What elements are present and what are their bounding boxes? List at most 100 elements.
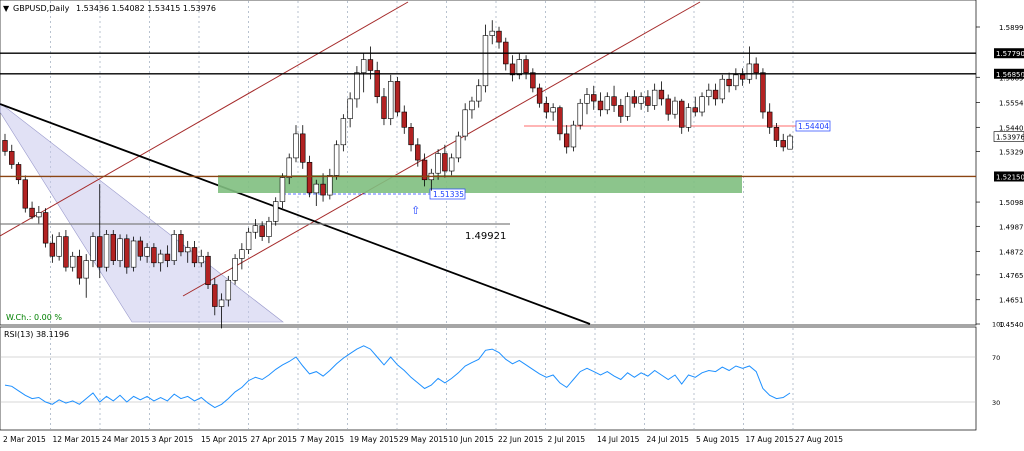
candle-body bbox=[496, 30, 502, 43]
candle-body bbox=[22, 179, 29, 209]
candle-body bbox=[536, 87, 543, 104]
candle-body bbox=[415, 144, 421, 161]
candle-body bbox=[766, 111, 773, 128]
axis-layer: 2 Mar 2015 12 Mar 2015 24 Mar 2015 3 Apr 20… bbox=[3, 24, 1024, 444]
support-zone bbox=[218, 175, 742, 193]
current-price-label: 1.53976 bbox=[996, 134, 1024, 142]
price-tick-label: 1.54400 bbox=[999, 124, 1024, 132]
candle-body bbox=[624, 96, 631, 117]
candle-body bbox=[435, 153, 441, 174]
candle-body bbox=[232, 258, 238, 281]
candle-body bbox=[327, 175, 333, 196]
candle-body bbox=[448, 157, 455, 172]
candle-body bbox=[42, 212, 49, 244]
rsi-axis-label: 30 bbox=[992, 399, 1000, 407]
candle-body bbox=[570, 124, 577, 148]
wch-label: W.Ch.: 0.00 % bbox=[6, 313, 62, 322]
candle-body bbox=[618, 105, 624, 117]
candle-body bbox=[442, 153, 448, 172]
date-tick-label: 27 Aug 2015 bbox=[795, 435, 843, 444]
candle-body bbox=[137, 240, 144, 257]
candle-body bbox=[563, 133, 570, 148]
price-tick-label: 1.56690 bbox=[999, 74, 1024, 82]
rsi-label: RSI(13) 38.1196 bbox=[4, 330, 70, 339]
candle-body bbox=[279, 177, 286, 202]
price-tick-label: 1.48720 bbox=[999, 248, 1024, 256]
date-tick-label: 17 Aug 2015 bbox=[746, 435, 794, 444]
candle-body bbox=[306, 161, 313, 194]
rsi-axis-label: 100 bbox=[992, 320, 1004, 328]
candle-body bbox=[2, 140, 8, 152]
candle-body bbox=[313, 183, 319, 194]
candle-body bbox=[489, 30, 495, 36]
rsi-axis-label: 70 bbox=[992, 354, 1000, 362]
candle-body bbox=[252, 225, 259, 233]
candle-body bbox=[124, 238, 130, 268]
candle-body bbox=[584, 94, 590, 104]
candle-body bbox=[225, 279, 232, 301]
candle-body bbox=[773, 127, 780, 141]
ohlc-readout: 1.53436 1.54082 1.53415 1.53976 bbox=[76, 4, 216, 13]
level-tag-label: 1.57790 bbox=[996, 50, 1024, 58]
candle-body bbox=[516, 59, 523, 76]
date-tick-label: 12 Mar 2015 bbox=[53, 435, 101, 444]
levels-layer: 1.57790 1.56850 1.52150 1.53976 bbox=[0, 48, 1024, 182]
candle-body bbox=[523, 59, 529, 73]
candle-body bbox=[239, 249, 245, 259]
candle-body bbox=[272, 201, 279, 222]
rsi-line bbox=[4, 345, 791, 409]
candle-body bbox=[191, 247, 198, 264]
date-tick-label: 27 Apr 2015 bbox=[251, 435, 298, 444]
date-tick-label: 14 Jul 2015 bbox=[597, 435, 640, 444]
candle-body bbox=[103, 234, 110, 268]
candle-body bbox=[746, 63, 753, 80]
rsi-panel-frame bbox=[0, 326, 977, 431]
candle-body bbox=[631, 96, 638, 104]
candle-body bbox=[15, 164, 22, 181]
candle-body bbox=[604, 96, 610, 111]
date-tick-label: 5 Aug 2015 bbox=[696, 435, 739, 444]
candle-body bbox=[726, 78, 732, 87]
candle-body bbox=[597, 100, 604, 111]
candle-body bbox=[266, 220, 272, 237]
candle-body bbox=[83, 260, 89, 279]
dropdown-arrow-icon[interactable]: ▼ bbox=[3, 4, 10, 13]
candle-body bbox=[733, 74, 739, 87]
level-tag-frame bbox=[994, 68, 1024, 79]
price-tick-label: 1.49870 bbox=[999, 223, 1024, 231]
candle-body bbox=[719, 78, 726, 100]
candle-body bbox=[300, 133, 306, 163]
candle-body bbox=[110, 234, 116, 261]
candle-body bbox=[760, 72, 766, 113]
support-box-frame bbox=[429, 188, 466, 200]
trendline-black bbox=[0, 103, 591, 325]
level-tag-label: 1.56850 bbox=[996, 71, 1024, 79]
candle-body bbox=[482, 35, 489, 87]
candle-body bbox=[157, 253, 164, 264]
price-tick-label: 1.53290 bbox=[999, 149, 1024, 157]
candle-body bbox=[218, 299, 225, 307]
candle-body bbox=[611, 96, 617, 106]
candle-body bbox=[557, 107, 563, 135]
candle-body bbox=[36, 212, 42, 218]
candle-body bbox=[712, 89, 719, 100]
level-tag-frame bbox=[994, 171, 1024, 182]
rsi-layer: 100 70 30 bbox=[0, 320, 1004, 409]
date-tick-label: 29 May 2015 bbox=[399, 435, 448, 444]
candle-body bbox=[144, 247, 150, 257]
resistance-tag-label: 1.54404 bbox=[798, 122, 829, 131]
candle-body bbox=[286, 157, 292, 178]
candle-body bbox=[665, 98, 671, 115]
candle-body bbox=[340, 118, 347, 146]
candle-body bbox=[401, 111, 407, 128]
price-tick-label: 1.58990 bbox=[999, 24, 1024, 32]
candle-body bbox=[530, 72, 536, 89]
candle-body bbox=[699, 96, 705, 113]
symbol-label: GBPUSD,Daily bbox=[13, 4, 70, 13]
current-price-frame bbox=[993, 131, 1024, 142]
candle-body bbox=[178, 234, 184, 253]
candle-body bbox=[550, 107, 556, 113]
candle-body bbox=[347, 98, 353, 119]
channel-lower-line bbox=[182, 1, 701, 297]
